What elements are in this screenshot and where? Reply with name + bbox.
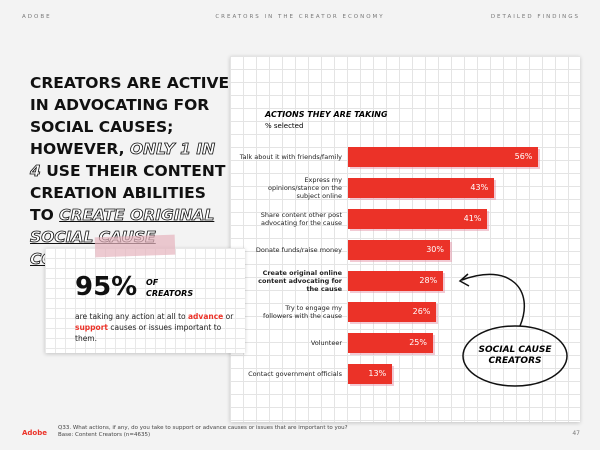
headline-text: USE THEIR CONTENT CREATION ABILITIES TO (30, 162, 226, 224)
arrow-head (458, 273, 470, 287)
value-label: 41% (463, 214, 482, 223)
value-label: 13% (368, 369, 387, 378)
category-label: Donate funds/raise money (255, 246, 342, 254)
highlight: support (75, 323, 108, 332)
bar (348, 271, 444, 291)
logo: Adobe (22, 429, 47, 437)
annotation: SOCIAL CAUSE CREATORS (478, 345, 552, 366)
category-label: Share content other post advocating for … (260, 211, 342, 227)
category-label: Contact government officials (248, 370, 342, 378)
brand: ADOBE (22, 14, 52, 20)
circle (462, 325, 568, 387)
bar (348, 364, 393, 384)
footnote-question: Q33. What actions, if any, do you take t… (58, 425, 348, 431)
value-label: 26% (412, 307, 431, 316)
category-label: Volunteer (310, 339, 342, 347)
chart-title: ACTIONS THEY ARE TAKING (265, 110, 388, 119)
stat-label: OF CREATORS (146, 278, 194, 298)
headline-text: CREATORS ARE ACTIVE IN ADVOCATING FOR SO… (30, 74, 230, 158)
text: or (223, 312, 234, 321)
footnote-base: Base: Content Creators (n=4635) (58, 432, 151, 438)
stat-card (45, 248, 245, 353)
notebook-paper (230, 56, 580, 422)
value-label: 30% (426, 245, 444, 254)
value-label: 28% (419, 276, 438, 285)
value-label: 43% (470, 183, 489, 192)
section: DETAILED FINDINGS (490, 14, 580, 20)
text: are taking any action at all to (75, 312, 188, 321)
arrow (461, 273, 525, 327)
stat-description: are taking any action at all to advance … (75, 311, 245, 344)
report-title: CREATORS IN THE CREATOR ECONOMY (215, 14, 385, 20)
bar (348, 147, 539, 167)
stat-value: 95% (75, 272, 138, 302)
category-label: Try to engage my followers with the caus… (263, 304, 342, 320)
text: causes or issues important to them. (75, 323, 222, 343)
bar (348, 333, 433, 353)
bar (348, 240, 450, 260)
category-label: Express my opinions/stance on the subjec… (267, 176, 342, 200)
category-label: Create original online content advocatin… (258, 269, 342, 293)
bar (348, 302, 437, 322)
bar (348, 178, 495, 198)
page-number: 47 (572, 430, 580, 437)
bar (348, 209, 488, 229)
highlight: advance (188, 312, 224, 321)
category-label: Talk about it with friends/family (239, 153, 342, 161)
value-label: 56% (514, 152, 533, 161)
value-label: 25% (409, 338, 427, 347)
chart-subtitle: % selected (265, 122, 304, 130)
headline-emphasis: ONLY 1 IN 4 (30, 140, 216, 181)
